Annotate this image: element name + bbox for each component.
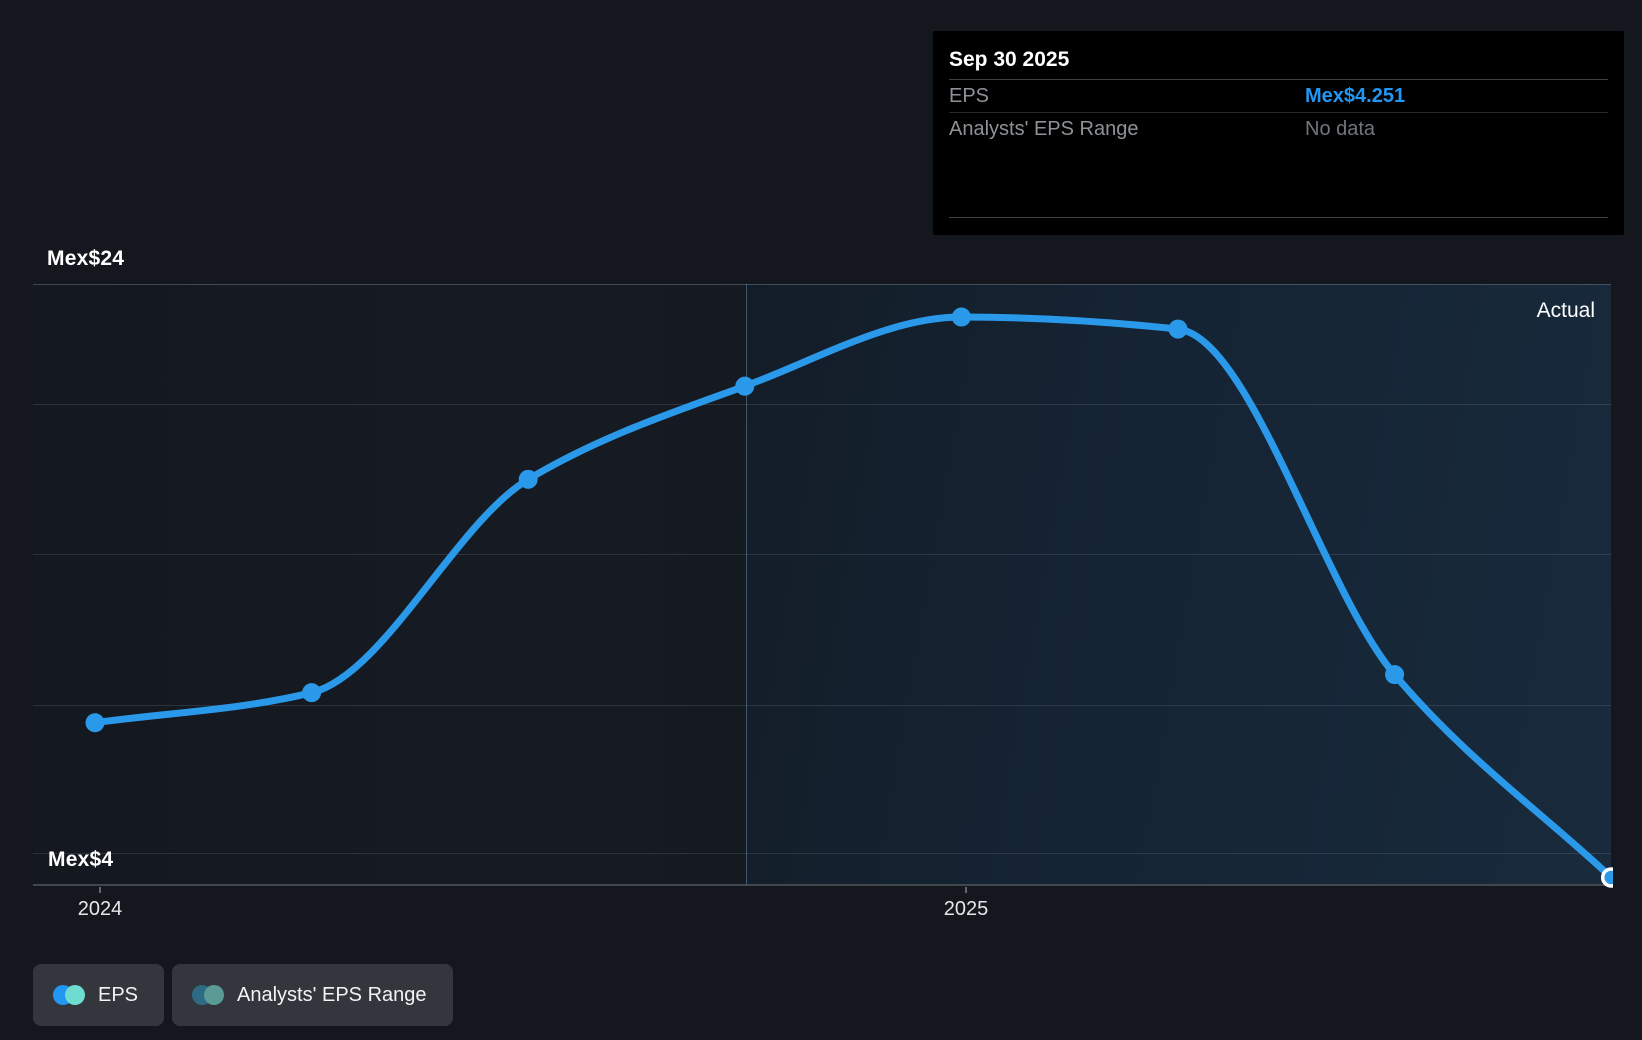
gridline-top-mex24: [33, 284, 1611, 285]
tooltip-date-title: Sep 30 2025: [949, 48, 1070, 71]
tooltip-bottom-divider: [949, 217, 1608, 218]
period-divider-line: [746, 284, 747, 885]
eps-line: [91, 313, 1613, 881]
gridline-mex5: [33, 853, 1611, 854]
eps-data-point[interactable]: [1385, 665, 1405, 685]
legend-analysts-eps-range-label: Analysts' EPS Range: [237, 983, 427, 1006]
gridline-mex10: [33, 705, 1611, 706]
eps-endpoint-marker[interactable]: [1600, 867, 1620, 888]
tooltip-row-eps-range: Analysts' EPS Range No data: [949, 113, 1608, 145]
plot-area-past-region[interactable]: [33, 284, 746, 885]
chart-tooltip: Sep 30 2025 EPS Mex$4.251 Analysts' EPS …: [933, 31, 1624, 235]
eps-data-point[interactable]: [518, 469, 538, 489]
eps-data-point[interactable]: [1168, 319, 1188, 339]
tooltip-eps-range-value: No data: [1305, 117, 1376, 140]
gridline-mex15: [33, 554, 1611, 555]
tooltip-divider: [949, 79, 1608, 80]
tooltip-eps-label: EPS: [949, 84, 990, 107]
plot-area-actual-region[interactable]: [746, 284, 1611, 885]
x-axis-line: [33, 884, 1611, 886]
tooltip-eps-value: Mex$4.251: [1305, 84, 1406, 107]
eps-series-icon: [53, 985, 85, 1005]
x-tick-2025: [965, 887, 967, 893]
analysts-eps-range-series-icon: [192, 985, 225, 1005]
legend-toggle-eps[interactable]: EPS: [33, 964, 165, 1026]
x-axis-label-2024: 2024: [77, 898, 123, 920]
tooltip-divider: [949, 112, 1608, 113]
tooltip-row-eps: EPS Mex$4.251: [949, 80, 1608, 112]
eps-data-point[interactable]: [951, 307, 971, 327]
x-axis-label-2025: 2025: [943, 898, 989, 920]
eps-data-point[interactable]: [85, 713, 105, 733]
tooltip-spacer: [933, 145, 1624, 217]
x-tick-2024: [99, 887, 101, 893]
tooltip-eps-range-label: Analysts' EPS Range: [949, 117, 1139, 140]
eps-data-point[interactable]: [735, 376, 755, 396]
actual-region-label: Actual: [1536, 299, 1595, 322]
chart-legend: EPS Analysts' EPS Range: [33, 964, 453, 1026]
legend-toggle-analysts-eps-range[interactable]: Analysts' EPS Range: [172, 964, 453, 1026]
legend-eps-label: EPS: [98, 983, 139, 1006]
y-axis-label-max: Mex$24: [47, 247, 125, 270]
eps-data-point[interactable]: [302, 683, 322, 703]
gridline-mex20: [33, 404, 1611, 405]
y-axis-label-min: Mex$4: [48, 848, 114, 871]
